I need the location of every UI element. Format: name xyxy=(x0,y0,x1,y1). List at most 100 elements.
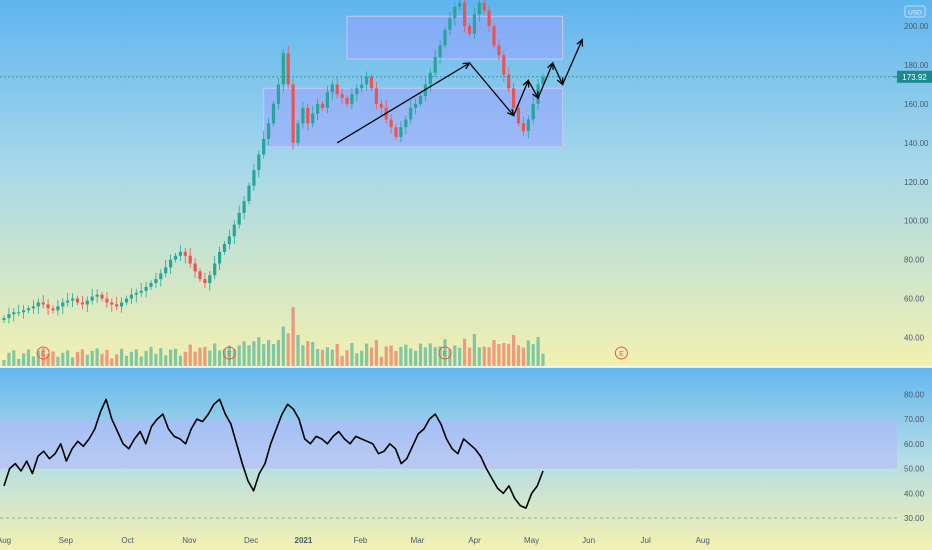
x-tick-label: Sep xyxy=(59,536,74,545)
candle xyxy=(301,107,305,124)
projection-arrowhead xyxy=(556,77,564,86)
volume-bar xyxy=(46,353,50,366)
candle xyxy=(51,308,55,311)
projection-segment xyxy=(469,62,515,116)
volume-bar xyxy=(360,350,364,366)
volume-bar xyxy=(512,335,516,366)
volume-bar xyxy=(198,347,202,366)
projection-arrowhead xyxy=(506,108,515,117)
candle xyxy=(409,107,413,120)
candle xyxy=(203,279,207,284)
candle xyxy=(2,318,6,321)
price-tick-label: 200.00 xyxy=(904,22,929,31)
candle xyxy=(95,294,99,297)
candle xyxy=(345,98,349,104)
candle xyxy=(477,2,481,15)
candle xyxy=(164,267,168,274)
volume-bar xyxy=(414,350,418,366)
volume-bar xyxy=(404,344,408,366)
volume-bar xyxy=(247,345,251,366)
volume-bar xyxy=(433,347,437,366)
volume-bar xyxy=(56,356,60,366)
volume-bar xyxy=(521,347,525,366)
candle xyxy=(144,286,148,291)
volume-bar xyxy=(541,353,545,366)
volume-bar xyxy=(453,345,457,366)
candle xyxy=(281,53,285,85)
candle xyxy=(463,2,467,27)
candle xyxy=(502,55,506,75)
candle xyxy=(433,57,437,73)
candle xyxy=(227,236,231,245)
volume-bar xyxy=(463,338,467,366)
candle xyxy=(12,312,16,315)
volume-bar xyxy=(355,353,359,366)
candle xyxy=(41,302,45,305)
candle xyxy=(90,296,94,301)
x-tick-label: Oct xyxy=(121,536,134,545)
volume-bar xyxy=(409,348,413,366)
earnings-label: E xyxy=(443,351,448,358)
projection-segment xyxy=(562,39,583,85)
candle xyxy=(129,294,133,299)
candle xyxy=(443,29,447,46)
candle xyxy=(247,185,251,202)
volume-bar xyxy=(144,350,148,366)
rsi-tick-label: 40.00 xyxy=(904,489,925,498)
candle xyxy=(526,119,530,132)
currency-badge-box[interactable] xyxy=(904,5,926,18)
x-tick-label: Aug xyxy=(0,536,11,545)
volume-bar xyxy=(389,345,393,366)
x-tick-label: Jul xyxy=(641,536,651,545)
projection-segment xyxy=(527,80,539,99)
candle xyxy=(374,88,378,104)
volume-bar xyxy=(61,352,65,366)
candle xyxy=(154,279,158,284)
volume-bar xyxy=(90,350,94,366)
candle xyxy=(173,255,178,260)
volume-bar xyxy=(129,351,133,366)
volume-bar xyxy=(330,349,334,366)
price-tick-label: 80.00 xyxy=(904,256,925,265)
candle xyxy=(120,302,124,307)
volume-bar xyxy=(17,359,21,366)
volume-bar xyxy=(173,348,178,366)
candle xyxy=(222,244,227,252)
candle xyxy=(467,26,472,34)
candle xyxy=(541,76,545,85)
candle xyxy=(458,2,462,7)
candle xyxy=(100,294,104,299)
volume-bar xyxy=(105,349,109,366)
candle xyxy=(379,103,383,108)
projection-arrowhead xyxy=(531,91,539,100)
earnings-label: E xyxy=(41,351,46,358)
earnings-marker xyxy=(222,346,236,360)
volume-bar xyxy=(110,358,114,366)
volume-bar xyxy=(267,340,271,366)
volume-bar xyxy=(306,341,310,366)
volume-bar xyxy=(482,346,486,366)
candle xyxy=(438,45,442,58)
volume-bar xyxy=(183,351,187,366)
price-tick-label: 60.00 xyxy=(904,295,925,304)
candle xyxy=(296,123,300,143)
volume-bar xyxy=(374,340,378,366)
rsi-tick-label: 60.00 xyxy=(904,440,925,449)
volume-bar xyxy=(100,353,104,366)
x-tick-label: Aug xyxy=(696,536,710,545)
candle xyxy=(487,10,491,26)
candle xyxy=(257,154,261,171)
candle xyxy=(360,84,364,89)
volume-bar xyxy=(203,346,207,366)
volume-bar xyxy=(252,341,256,366)
candle xyxy=(271,103,276,124)
volume-bar xyxy=(237,345,241,366)
volume-bar xyxy=(325,347,329,366)
x-tick-label: Mar xyxy=(411,536,425,545)
candle xyxy=(340,94,344,99)
candle xyxy=(80,302,84,305)
candle xyxy=(311,113,315,124)
volume-bar xyxy=(487,347,491,366)
volume-bar xyxy=(399,347,403,366)
